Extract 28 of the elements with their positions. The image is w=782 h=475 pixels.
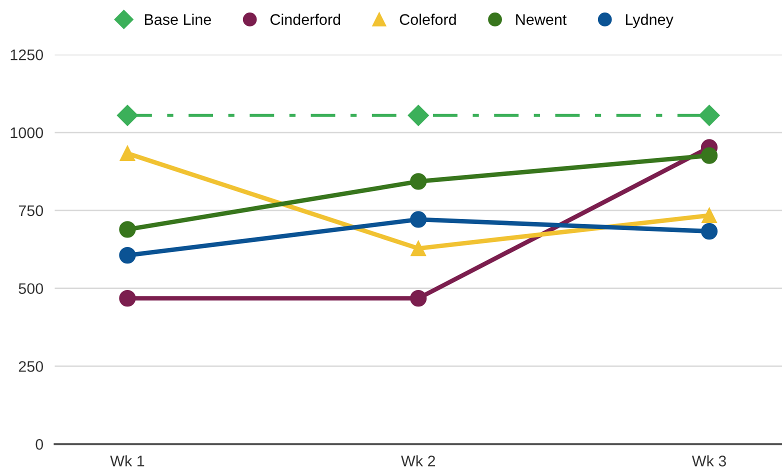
point (700, 222, 718, 240)
x-tick-label: Wk 3 (692, 455, 726, 466)
y-tick-label: 1250 (10, 49, 44, 60)
y-tick-label: 750 (18, 205, 44, 216)
point (410, 240, 426, 256)
point (119, 221, 136, 238)
y-tick-label: 250 (18, 361, 44, 372)
y-tick-label: 500 (18, 283, 44, 294)
y-tick-label: 1000 (10, 127, 44, 138)
legend-label: Lydney (626, 14, 674, 28)
point (116, 104, 138, 126)
legend-label: Cinderford (270, 14, 340, 25)
y-tick-label: 0 (36, 438, 44, 450)
legend-label: Coleford (400, 14, 456, 25)
point (119, 290, 136, 307)
legend-label: Newent (516, 14, 567, 25)
point (410, 211, 427, 228)
point (698, 104, 720, 126)
point (702, 208, 717, 224)
point (700, 147, 718, 164)
point (408, 104, 429, 126)
x-tick-label: Wk 1 (110, 455, 144, 466)
point (410, 290, 427, 307)
x-tick-label: Wk 2 (401, 455, 436, 466)
point (410, 173, 427, 190)
point (120, 146, 136, 162)
legend-label: Base Line (144, 14, 211, 25)
point (119, 246, 136, 264)
